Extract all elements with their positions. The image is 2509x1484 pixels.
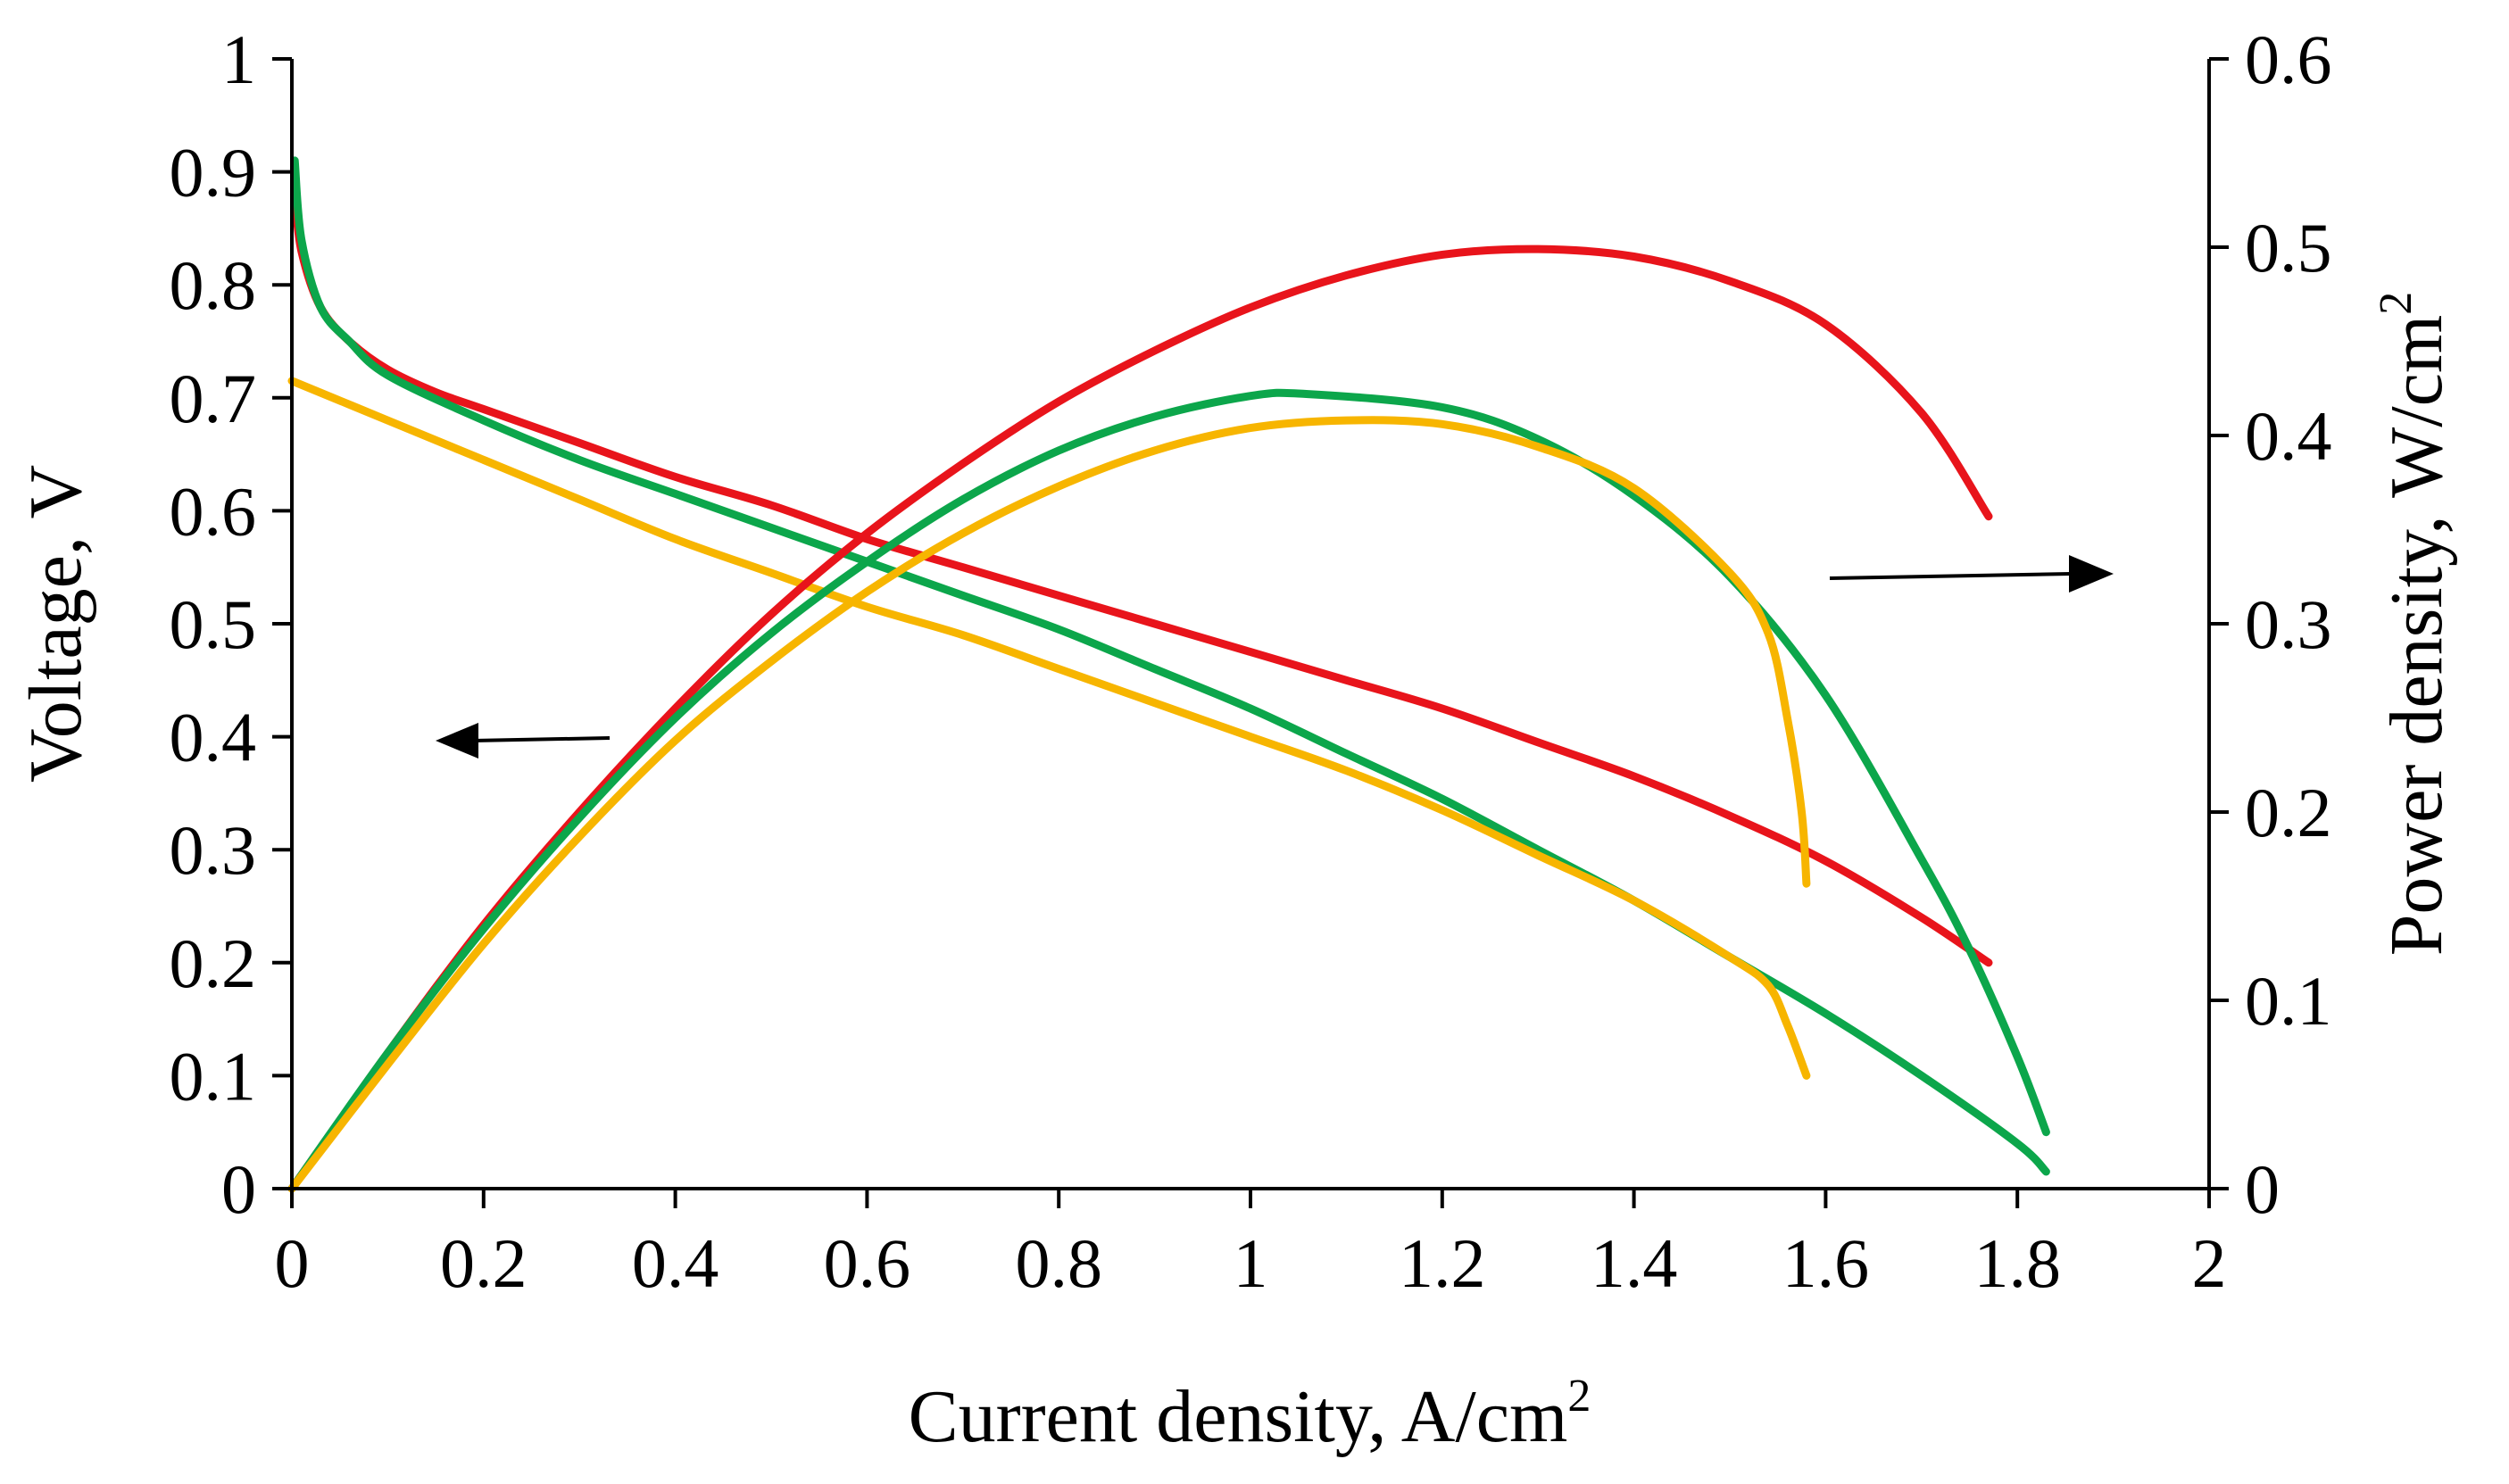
x-tick-label: 0 — [275, 1224, 310, 1302]
left-y-tick-label: 0.6 — [170, 472, 257, 550]
left-y-tick-label: 0.1 — [170, 1037, 257, 1115]
voltage-arrow-line — [472, 736, 611, 742]
right-y-axis-title: Power density, W/cm2 — [2371, 292, 2458, 957]
left-y-tick-label: 1 — [221, 21, 256, 98]
axis-titles: Current density, A/cm2 Voltage, V Power … — [14, 292, 2458, 1458]
left-y-axis-title: Voltage, V — [14, 465, 97, 783]
x-tick-label: 1.6 — [1782, 1224, 1870, 1302]
axes — [290, 59, 2211, 1190]
x-tick-label: 0.6 — [824, 1224, 911, 1302]
yellow-power-curve — [287, 416, 1811, 1193]
annotation-arrows — [436, 555, 2114, 759]
left-y-tick-label: 0.5 — [170, 585, 257, 663]
voltage-arrow-head — [436, 723, 478, 759]
green-power-curve — [287, 388, 2050, 1193]
curve-group — [287, 156, 2050, 1193]
left-y-tick-label: 0.2 — [170, 924, 257, 1002]
x-axis-title: Current density, A/cm2 — [909, 1371, 1591, 1458]
left-y-tick-label: 0.7 — [170, 360, 257, 437]
red-power-curve — [287, 245, 1993, 1193]
x-tick-label: 1 — [1234, 1224, 1268, 1302]
x-tick-label: 0.4 — [632, 1224, 719, 1302]
right-y-tick-label: 0.2 — [2245, 774, 2332, 851]
power-arrow-head — [2069, 555, 2114, 593]
x-tick-label: 1.2 — [1399, 1224, 1486, 1302]
power-arrow-line — [1829, 572, 2072, 580]
right-y-tick-label: 0 — [2245, 1150, 2280, 1228]
left-y-tick-label: 0.9 — [170, 134, 257, 211]
left-y-tick-label: 0 — [221, 1150, 256, 1228]
left-y-tick-label: 0.3 — [170, 811, 257, 889]
right-y-tick-label: 0.3 — [2245, 585, 2332, 663]
x-tick-label: 0.2 — [440, 1224, 528, 1302]
x-tick-label: 2 — [2192, 1224, 2227, 1302]
right-y-tick-label: 0.4 — [2245, 397, 2332, 475]
x-tick-label: 0.8 — [1015, 1224, 1102, 1302]
right-y-tick-label: 0.6 — [2245, 21, 2332, 98]
right-y-tick-label: 0.5 — [2245, 209, 2332, 286]
right-y-tick-label: 0.1 — [2245, 962, 2332, 1040]
red-voltage-curve — [290, 190, 1993, 967]
left-y-tick-label: 0.4 — [170, 699, 257, 776]
x-tick-label: 1.4 — [1591, 1224, 1678, 1302]
yellow-voltage-curve — [287, 377, 1811, 1080]
left-y-tick-label: 0.8 — [170, 246, 257, 324]
x-tick-label: 1.8 — [1973, 1224, 2061, 1302]
ticks: 0 0.2 0.4 0.6 0.8 1 1.2 1.4 1.6 1.8 200.10.20.30.4… — [170, 21, 2332, 1302]
